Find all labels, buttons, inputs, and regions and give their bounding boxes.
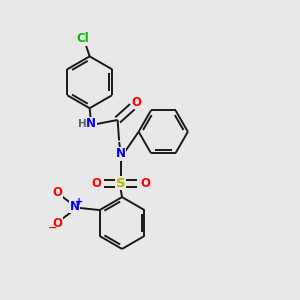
Text: Cl: Cl: [76, 32, 89, 45]
Text: H: H: [79, 119, 87, 129]
Text: O: O: [53, 217, 63, 230]
Text: +: +: [75, 197, 83, 207]
Text: N: N: [86, 117, 96, 130]
Text: N: N: [116, 147, 126, 160]
Text: N: N: [70, 200, 80, 213]
Text: O: O: [91, 177, 101, 190]
Text: O: O: [141, 177, 151, 190]
Text: S: S: [116, 177, 125, 190]
Text: −: −: [48, 223, 57, 233]
Text: O: O: [53, 186, 63, 199]
Text: O: O: [131, 96, 141, 109]
